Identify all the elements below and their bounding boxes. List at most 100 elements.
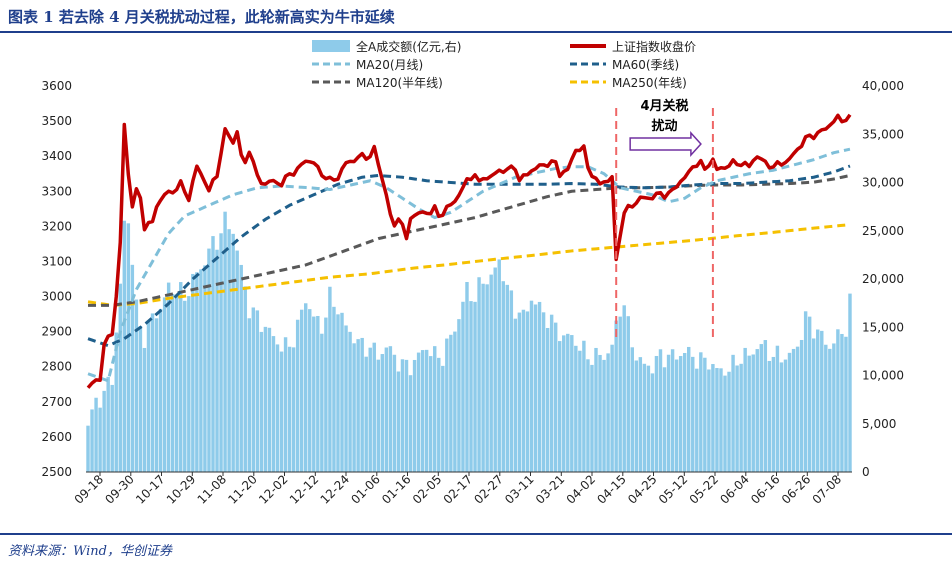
x-tick-label: 03-21 <box>533 472 568 507</box>
volume-bar <box>598 354 602 472</box>
volume-bar <box>566 333 570 472</box>
volume-bar <box>445 338 449 472</box>
volume-bar <box>465 282 469 472</box>
legend: 全A成交额(亿元,右) 上证指数收盘价 MA20(月线) MA60(季线) MA… <box>312 39 696 90</box>
volume-bar <box>263 326 268 472</box>
volume-bar <box>811 338 816 472</box>
volume-bar <box>344 325 348 472</box>
x-tick-label: 12-12 <box>287 472 322 507</box>
x-tick-label: 09-18 <box>72 472 107 507</box>
volume-bars <box>86 211 852 472</box>
volume-bar <box>727 371 731 472</box>
x-tick-label: 10-17 <box>133 472 168 507</box>
volume-bar <box>368 347 372 472</box>
x-tick-label: 10-29 <box>164 472 199 507</box>
ma120-line <box>88 174 851 307</box>
y-left-tick-label: 2500 <box>41 465 72 479</box>
volume-bar <box>618 316 622 472</box>
y-right-tick-label: 20,000 <box>862 272 904 286</box>
volume-bar <box>433 346 437 472</box>
volume-bar <box>723 375 727 472</box>
volume-bar <box>614 320 618 472</box>
volume-bar <box>110 384 114 472</box>
y-right-tick-label: 5,000 <box>862 417 896 431</box>
x-tick-label: 04-02 <box>564 472 599 507</box>
volume-bar <box>505 284 510 472</box>
y-left-tick-label: 3200 <box>41 219 72 233</box>
volume-bar <box>134 299 139 472</box>
volume-bar <box>759 344 763 472</box>
volume-bar <box>634 360 639 472</box>
ma60-line <box>87 164 851 348</box>
volume-bar <box>130 264 135 472</box>
volume-bar <box>118 283 122 472</box>
volume-bar <box>247 318 251 472</box>
x-tick-label: 04-15 <box>594 472 629 507</box>
legend-label-close: 上证指数收盘价 <box>612 39 696 54</box>
volume-bar <box>691 356 695 472</box>
volume-bar <box>94 397 98 472</box>
volume-bar <box>517 312 522 472</box>
volume-bar <box>662 367 667 472</box>
volume-bar <box>291 347 296 472</box>
volume-bar <box>497 259 501 472</box>
volume-bar <box>312 316 316 472</box>
volume-bar <box>166 282 171 472</box>
volume-bar <box>610 344 614 472</box>
volume-bar <box>255 310 260 472</box>
volume-bar <box>453 331 457 472</box>
volume-bar <box>461 301 465 472</box>
volume-bar <box>211 236 215 472</box>
volume-bar <box>763 340 768 472</box>
volume-bar <box>666 354 671 472</box>
volume-bar <box>90 409 94 472</box>
volume-bar <box>336 314 340 472</box>
volume-bar <box>308 309 312 472</box>
volume-bar <box>219 233 223 472</box>
volume-bar <box>279 351 284 472</box>
volume-bar <box>803 311 808 472</box>
volume-bar <box>183 300 187 472</box>
annotation-text-line2: 扰动 <box>651 118 677 134</box>
volume-bar <box>650 373 655 472</box>
volume-bar <box>364 356 368 472</box>
volume-bar <box>779 362 784 472</box>
legend-label-ma20: MA20(月线) <box>356 58 423 72</box>
y-left-tick-label: 3400 <box>41 149 72 163</box>
volume-bar <box>469 301 473 472</box>
volume-bar <box>275 344 280 472</box>
x-tick-label: 11-20 <box>225 472 260 507</box>
volume-bar <box>828 348 832 472</box>
volume-bar <box>590 364 594 472</box>
volume-bar <box>380 354 385 472</box>
ma20-line <box>87 147 851 383</box>
volume-bar <box>174 294 179 472</box>
volume-bar <box>295 319 300 472</box>
volume-bar <box>304 303 308 472</box>
volume-bar <box>711 364 715 472</box>
volume-bar <box>324 317 328 472</box>
volume-bar <box>477 277 481 472</box>
volume-bar <box>416 352 421 472</box>
volume-bar <box>348 331 352 472</box>
volume-bar <box>783 359 788 472</box>
volume-bar <box>400 359 405 472</box>
volume-bar <box>126 223 131 472</box>
volume-bar <box>586 359 590 472</box>
volume-bar <box>848 293 852 472</box>
y-left-tick-label: 3300 <box>41 184 72 198</box>
x-tick-label: 02-05 <box>410 472 445 507</box>
x-tick-label: 05-12 <box>656 472 691 507</box>
volume-bar <box>388 346 393 472</box>
volume-bar <box>98 407 102 472</box>
y-left-tick-label: 2900 <box>41 325 72 339</box>
volume-bar <box>678 356 683 472</box>
volume-bar <box>755 349 759 472</box>
volume-bar <box>739 363 743 472</box>
volume-bar <box>485 284 489 472</box>
volume-bar <box>420 350 425 472</box>
volume-bar <box>428 356 433 472</box>
volume-bar <box>207 248 211 472</box>
legend-label-volume: 全A成交额(亿元,右) <box>356 39 461 54</box>
volume-bar <box>267 327 272 472</box>
